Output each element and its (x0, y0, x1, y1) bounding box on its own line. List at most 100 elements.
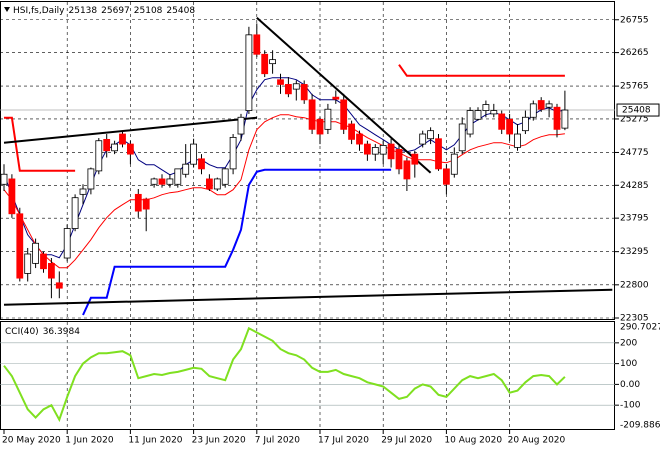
candle-body (300, 84, 308, 101)
candle-body (277, 79, 284, 85)
header-icon (4, 7, 10, 12)
candle-body (190, 143, 198, 165)
y-limit-label: -209.886 (620, 421, 660, 431)
candle-body (95, 140, 103, 172)
y-tick-label: 26265 (620, 48, 649, 58)
x-tick-label: 29 Jul 2020 (381, 436, 432, 446)
candle-body (537, 100, 545, 110)
price-box (616, 103, 660, 117)
header: HSI,fs,Daily 25138 25697 25108 25408 (13, 6, 195, 16)
candle-body (553, 106, 561, 130)
indicator-line (4, 64, 565, 172)
x-tick-label: 11 Jun 2020 (128, 436, 182, 446)
candle-body (522, 116, 529, 132)
candle-body (221, 168, 229, 185)
y-tick-label: 100 (620, 359, 637, 369)
x-tick-label: 7 Jul 2020 (255, 436, 300, 446)
candle-body (411, 153, 419, 165)
y-tick-label: 22305 (620, 314, 649, 324)
candle-body (32, 242, 39, 264)
candle-body (308, 99, 316, 130)
trendline (3, 288, 613, 306)
candle-body (48, 262, 55, 279)
y-tick-label: 26755 (620, 15, 649, 25)
cci-title: CCI(40) (5, 327, 39, 337)
candle-body (269, 59, 277, 65)
candle-body (482, 104, 490, 111)
y-tick-label: 200 (620, 338, 637, 348)
candle-body (55, 282, 63, 289)
candle-body (545, 103, 553, 108)
candle-body (40, 253, 47, 270)
low: 25108 (134, 6, 163, 16)
candle-body (395, 149, 403, 170)
candle-body (205, 178, 213, 190)
x-tick-label: 17 Jul 2020 (318, 436, 369, 446)
x-tick-label: 10 Aug 2020 (444, 436, 502, 446)
candle-body (127, 143, 134, 155)
y-tick-label: 23295 (620, 247, 649, 257)
x-tick-label: 1 Jun 2020 (65, 436, 114, 446)
x-tick-label: 23 Jun 2020 (192, 436, 246, 446)
trendline (3, 116, 257, 144)
candle-body (16, 213, 24, 279)
open: 25138 (69, 6, 98, 16)
indicator-line (3, 114, 565, 269)
candle-body (529, 103, 537, 118)
candle-body (292, 83, 300, 90)
indicator-line (82, 168, 392, 316)
candle-body (419, 133, 427, 145)
candle-body (514, 133, 521, 148)
candle-body (142, 198, 150, 210)
candle-body (79, 188, 87, 195)
y-tick-label: 23795 (620, 214, 649, 224)
candle-body (340, 99, 348, 130)
candle-body (474, 110, 482, 120)
candle-body (403, 160, 411, 180)
y-limit-label: 290.7027 (620, 323, 660, 333)
candle-body (245, 34, 253, 111)
candle-body (284, 84, 292, 95)
y-tick-label: 25765 (620, 82, 649, 92)
candle-body (174, 168, 182, 185)
y-tick-label: 24775 (620, 148, 649, 158)
cci-line (3, 326, 566, 423)
x-tick-label: 20 May 2020 (2, 436, 61, 446)
candle-body (332, 96, 340, 100)
main-panel (0, 1, 615, 320)
candle-body (71, 197, 79, 229)
candle-body (458, 123, 466, 152)
price-label: 25408 (622, 106, 651, 116)
candle-body (490, 110, 498, 115)
candle-body (182, 163, 190, 175)
candle-body (442, 168, 450, 185)
y-tick-label: 0.00 (620, 380, 640, 390)
chart-title: HSI,fs,Daily (13, 6, 65, 16)
candle-body (363, 143, 371, 155)
candle-body (111, 143, 118, 152)
y-tick-label: 24285 (620, 181, 649, 191)
candle-body (103, 138, 111, 152)
candle-body (198, 158, 205, 170)
candle-body (24, 253, 32, 274)
candle-body (119, 133, 126, 145)
x-tick-label: 20 Aug 2020 (508, 436, 566, 446)
candle-body (450, 153, 458, 175)
close: 25408 (166, 6, 195, 16)
candle-body (158, 178, 166, 185)
cci-panel (0, 321, 615, 430)
y-tick-label: -100 (620, 401, 641, 411)
candle-body (87, 168, 95, 190)
candle-body (324, 108, 332, 130)
candle-body (253, 34, 261, 55)
cci-last: 36.3984 (43, 327, 80, 337)
candle-body (237, 116, 245, 135)
candle-body (348, 123, 356, 140)
y-tick-label: 22800 (620, 280, 649, 290)
candle-body (0, 173, 8, 185)
candle-body (427, 130, 435, 140)
candle-body (261, 53, 269, 75)
candle-body (561, 109, 569, 129)
candle-body (506, 118, 514, 135)
